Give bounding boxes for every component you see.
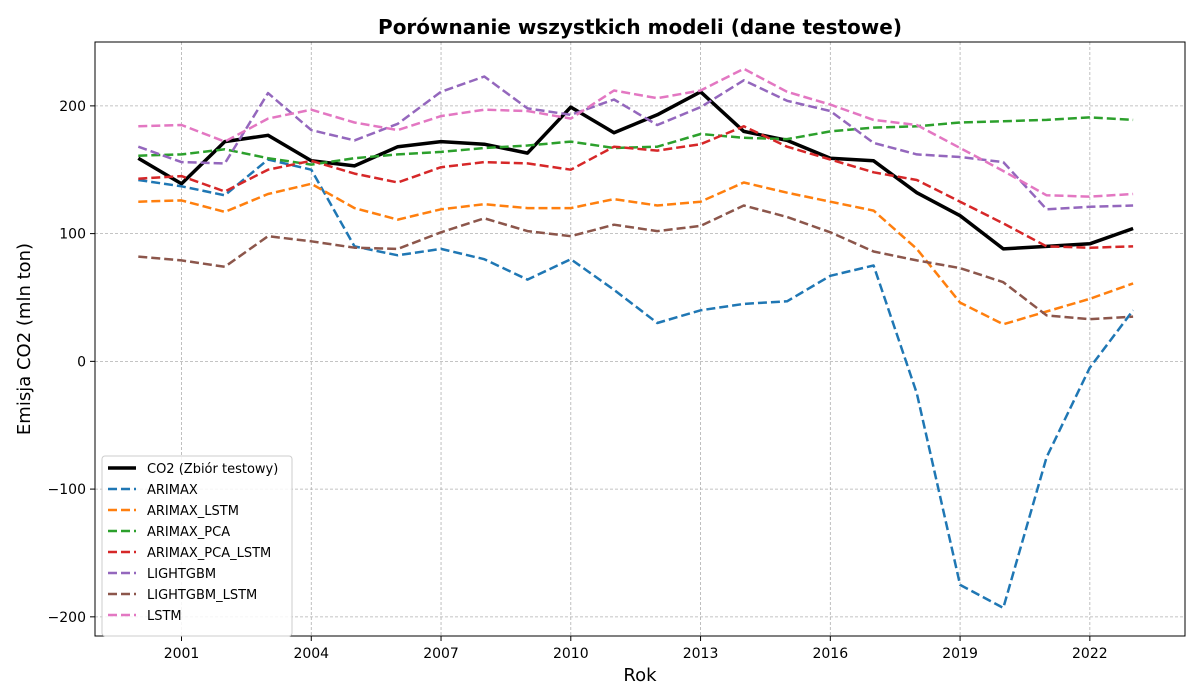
chart-title: Porównanie wszystkich modeli (dane testo… [378, 15, 902, 39]
series-line-arimax [138, 158, 1135, 610]
legend: CO2 (Zbiór testowy) ARIMAX ARIMAX_LSTM ARIM… [101, 455, 293, 637]
legend-label: ARIMAX_PCA_LSTM [147, 546, 271, 561]
legend-label: ARIMAX_PCA [147, 525, 230, 540]
y-axis-label: Emisja CO2 (mln ton) [14, 243, 35, 435]
legend-box [101, 455, 293, 637]
series-line-lstm [138, 67, 1134, 198]
legend-label: CO2 (Zbiór testowy) [147, 462, 278, 477]
x-tick-label: 2013 [683, 646, 719, 662]
x-tick-label: 2010 [553, 646, 589, 662]
legend-label: ARIMAX_LSTM [147, 504, 239, 519]
x-tick-label: 2016 [812, 646, 848, 662]
x-axis-label: Rok [623, 665, 657, 686]
series-line-co2-zbi-r-testowy [137, 90, 1134, 251]
x-tick-label: 2004 [293, 646, 329, 662]
plot-frame [94, 41, 1186, 637]
series-line-arimax-pca-lstm [138, 125, 1134, 249]
y-tick-label: 0 [77, 354, 86, 370]
y-tick-label: −200 [48, 610, 86, 626]
series-line-arimax-pca [138, 116, 1134, 166]
series-line-lightgbm [137, 75, 1134, 211]
y-tick-label: 100 [59, 227, 86, 243]
series-lines [137, 67, 1135, 610]
legend-label: LIGHTGBM [147, 567, 216, 582]
axis-ticks: 2001 2004 2007 2010 2013 2016 2019 2022 −200 −100… [48, 99, 1108, 662]
x-tick-label: 2001 [164, 646, 200, 662]
x-tick-label: 2019 [942, 646, 978, 662]
series-line-arimax-lstm [138, 181, 1134, 326]
series-line-lightgbm-lstm [138, 204, 1134, 321]
y-tick-label: −100 [48, 482, 86, 498]
legend-label: ARIMAX [147, 483, 198, 498]
legend-label: LSTM [147, 609, 182, 624]
y-tick-label: 200 [59, 99, 86, 115]
legend-label: LIGHTGBM_LSTM [147, 588, 257, 603]
x-tick-label: 2022 [1072, 646, 1108, 662]
x-tick-label: 2007 [423, 646, 459, 662]
